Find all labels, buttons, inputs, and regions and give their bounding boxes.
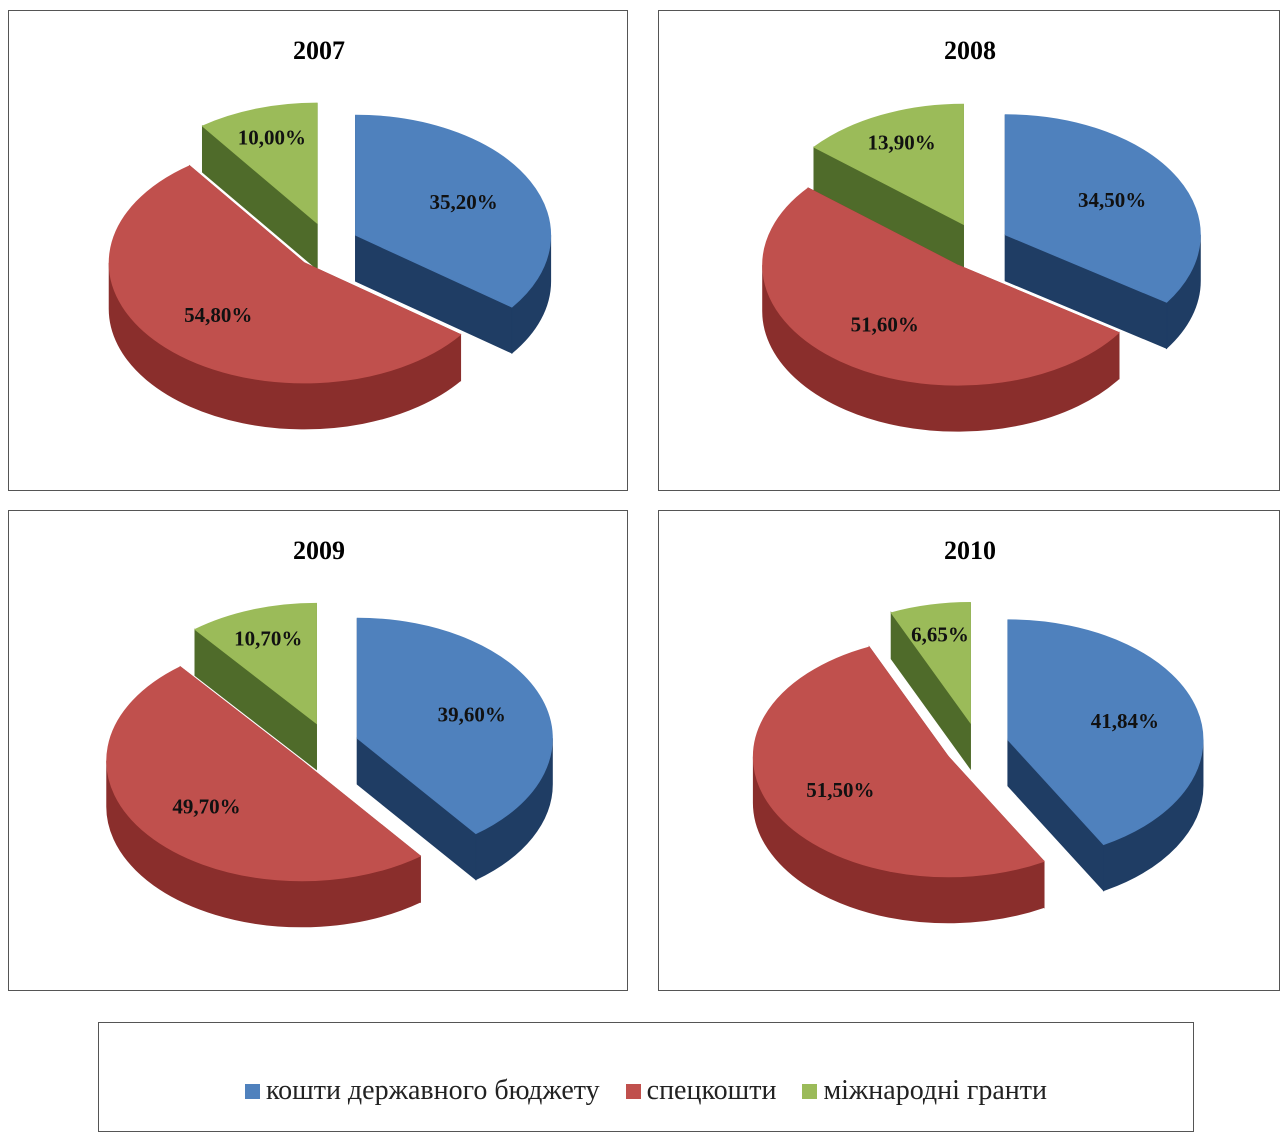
legend-swatch-state-budget [244,1083,260,1099]
legend-label-international-grants: міжнародні гранти [823,1075,1048,1106]
pie-chart-2010: 2010 41,84% 51,50% 6,65% [658,510,1280,991]
data-label-2007-international-grants: 10,00% [238,126,306,150]
chart-legend: кошти державного бюджету спецкошти міжна… [98,1022,1194,1132]
legend-item-special-funds: спецкошти [625,1075,777,1107]
pie-slice-2007-special-funds [108,164,462,430]
pie-slices-2007 [108,102,552,430]
pie-chart-2009: 2009 39,60% 49,70% 10,70% [8,510,628,991]
data-label-2007-special-funds: 54,80% [184,303,252,327]
chart-title-2009: 2009 [293,536,345,565]
data-label-2008-state-budget: 34,50% [1078,188,1146,212]
chart-title-2008: 2008 [944,36,996,65]
chart-title-2007: 2007 [293,36,345,65]
legend-label-state-budget: кошти державного бюджету [265,1075,600,1106]
pie-slice-2010-international-grants [890,602,971,771]
data-label-2008-international-grants: 13,90% [867,131,935,155]
pie-slice-2009-special-funds [106,665,422,928]
pie-slices-2010 [752,602,1204,924]
pie-chart-2007: 2007 35,20% 54,80% 10,00% [8,10,628,491]
legend-item-state-budget: кошти державного бюджету [244,1075,600,1107]
pie-slices-2008 [762,103,1201,432]
legend-item-international-grants: міжнародні гранти [802,1075,1047,1107]
pie-slice-2010-special-funds [752,645,1045,924]
pie-slice-2008-state-budget [1004,114,1201,350]
pie-slice-2007-international-grants [201,102,318,271]
data-label-2009-special-funds: 49,70% [172,795,240,819]
pie-slices-2009 [106,602,553,928]
data-label-2009-international-grants: 10,70% [234,626,302,650]
pie-chart-2008: 2008 34,50% 51,60% 13,90% [658,10,1280,491]
data-label-2010-international-grants: 6,65% [911,622,969,646]
chart-title-2010: 2010 [944,536,996,565]
pie-slice-2007-state-budget [355,114,552,355]
pie-slice-2009-state-budget [356,617,553,881]
data-label-2007-state-budget: 35,20% [430,190,498,214]
data-label-2008-special-funds: 51,60% [851,313,919,337]
legend-label-special-funds: спецкошти [646,1075,777,1106]
data-label-2010-special-funds: 51,50% [806,778,874,802]
data-label-2010-state-budget: 41,84% [1091,709,1159,733]
pie-slice-2009-international-grants [194,602,317,771]
pie-slice-2008-special-funds [762,187,1120,432]
data-label-2009-state-budget: 39,60% [438,702,506,726]
legend-swatch-special-funds [625,1083,641,1099]
pie-slice-2010-state-budget [1007,619,1204,892]
legend-swatch-international-grants [802,1083,818,1099]
